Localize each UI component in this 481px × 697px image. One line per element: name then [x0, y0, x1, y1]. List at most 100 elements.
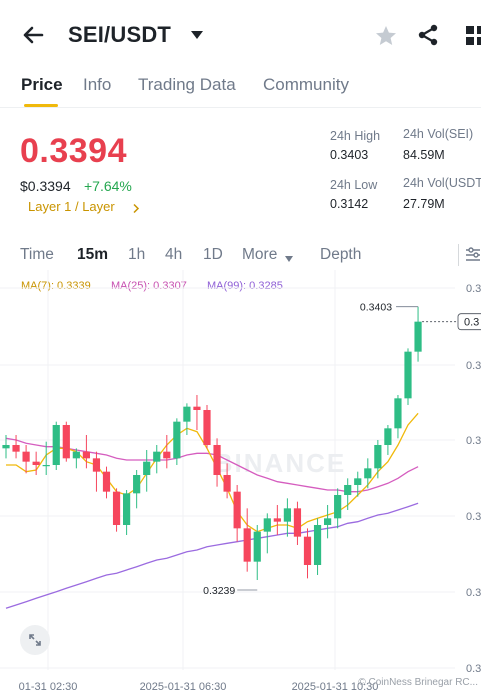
candle — [123, 490, 131, 535]
grid-menu-icon[interactable] — [464, 24, 481, 46]
timeframe-time[interactable]: Time — [20, 246, 54, 263]
favorite-star-icon[interactable] — [374, 24, 398, 48]
y-axis-label: 0.3 — [466, 587, 481, 599]
usd-price: $0.3394 — [20, 178, 71, 194]
candle-body — [153, 451, 161, 462]
candle-body — [112, 491, 121, 525]
candle-body — [213, 445, 221, 475]
category-tag[interactable]: Layer 1 / Layer — [28, 199, 115, 214]
low-marker-label: 0.3239 — [203, 585, 235, 597]
candle-body — [253, 531, 261, 562]
chart-settings-icon[interactable] — [464, 246, 481, 264]
current-price-label: 0.3 — [464, 317, 479, 329]
tab-community[interactable]: Community — [263, 75, 349, 94]
current-price-tag — [457, 313, 481, 331]
tab-trading-data[interactable]: Trading Data — [138, 75, 236, 94]
active-tab-indicator — [24, 104, 58, 107]
toolbar-divider — [458, 244, 459, 266]
ma7-legend: MA(7): 0.3339 — [21, 280, 91, 292]
y-axis-label: 0.3 — [466, 435, 481, 447]
candle — [243, 508, 251, 572]
y-axis-label: 0.3 — [466, 511, 481, 523]
candle — [404, 348, 412, 405]
candle — [344, 478, 352, 510]
candle — [293, 501, 302, 545]
grid-lines — [0, 270, 455, 670]
pair-title[interactable]: SEI/USDT — [68, 22, 172, 47]
candle — [153, 445, 161, 474]
vol-sei-label: 24h Vol(SEI) — [403, 127, 474, 141]
ma99-path — [5, 502, 419, 609]
candle-body — [2, 445, 10, 449]
tab-depth[interactable]: Depth — [320, 246, 362, 263]
timeframe-more[interactable]: More — [242, 246, 278, 263]
candle-body — [283, 508, 291, 522]
candle — [92, 451, 101, 492]
candle-body — [384, 428, 392, 445]
candle — [223, 463, 231, 499]
candle-body — [22, 451, 30, 462]
candle — [163, 435, 171, 469]
timeframe-1h[interactable]: 1h — [128, 246, 146, 263]
candle — [364, 458, 372, 489]
candle — [22, 445, 30, 474]
candle-body — [62, 425, 70, 459]
candle — [82, 435, 90, 469]
candle-body — [143, 461, 151, 475]
candle-body — [313, 525, 322, 565]
candle — [334, 488, 342, 529]
timeframe-1d[interactable]: 1D — [203, 246, 223, 263]
candle — [32, 451, 40, 475]
candlestick-chart[interactable]: BINANCE 0.3 0.3 0.3 0.3 0.3 0.3 0.3 01-31 02:3… — [0, 270, 481, 697]
candle-body — [173, 421, 181, 459]
candle-body — [404, 351, 412, 399]
candle — [374, 440, 382, 479]
candle-body — [32, 461, 40, 465]
candle — [112, 488, 121, 532]
candle — [233, 485, 241, 542]
candle — [72, 448, 80, 469]
candle — [173, 418, 181, 465]
candle-body — [72, 451, 80, 459]
x-axis-label: 2025-01-31 06:30 — [140, 681, 227, 693]
candle — [12, 435, 20, 459]
more-caret-icon[interactable] — [284, 250, 294, 262]
top-bar: SEI/USDT — [0, 0, 481, 70]
candle — [253, 525, 261, 580]
candle-body — [12, 445, 20, 452]
candle — [303, 528, 312, 579]
candle-body — [102, 471, 111, 492]
y-axis: 0.3 0.3 0.3 0.3 0.3 0.3 0.3 — [422, 283, 481, 675]
candle — [354, 471, 362, 497]
chevron-right-icon[interactable] — [132, 201, 140, 214]
candle-body — [414, 321, 422, 352]
ma99-line — [5, 502, 419, 609]
candle — [193, 395, 201, 430]
fullscreen-icon[interactable] — [20, 625, 50, 655]
candles — [2, 306, 422, 580]
candle-body — [394, 398, 402, 429]
annotations: 0.3403 0.3239 — [203, 302, 419, 597]
candle-body — [92, 458, 101, 472]
candle-body — [273, 518, 281, 522]
tab-info[interactable]: Info — [83, 75, 112, 94]
y-axis-label: 0.3 — [466, 360, 481, 372]
back-arrow-icon[interactable] — [20, 22, 46, 48]
candle-body — [334, 495, 342, 519]
timeframe-4h[interactable]: 4h — [165, 246, 183, 263]
candle — [394, 395, 402, 439]
candle-body — [82, 451, 90, 459]
share-icon[interactable] — [416, 23, 440, 47]
candle — [183, 403, 191, 435]
watermark: BINANCE — [214, 448, 346, 478]
x-axis: 01-31 02:30 2025-01-31 06:30 2025-01-31 10… — [19, 681, 379, 693]
caret-down-icon[interactable] — [190, 28, 204, 40]
high-marker-label: 0.3403 — [360, 302, 392, 314]
ma7-line — [6, 412, 419, 533]
timeframe-15m[interactable]: 15m — [77, 246, 109, 263]
candle — [324, 505, 332, 539]
high-label: 24h High — [330, 129, 381, 143]
candle-body — [163, 451, 171, 459]
tab-price[interactable]: Price — [21, 75, 63, 94]
vol-sei-value: 84.59M — [403, 148, 445, 162]
